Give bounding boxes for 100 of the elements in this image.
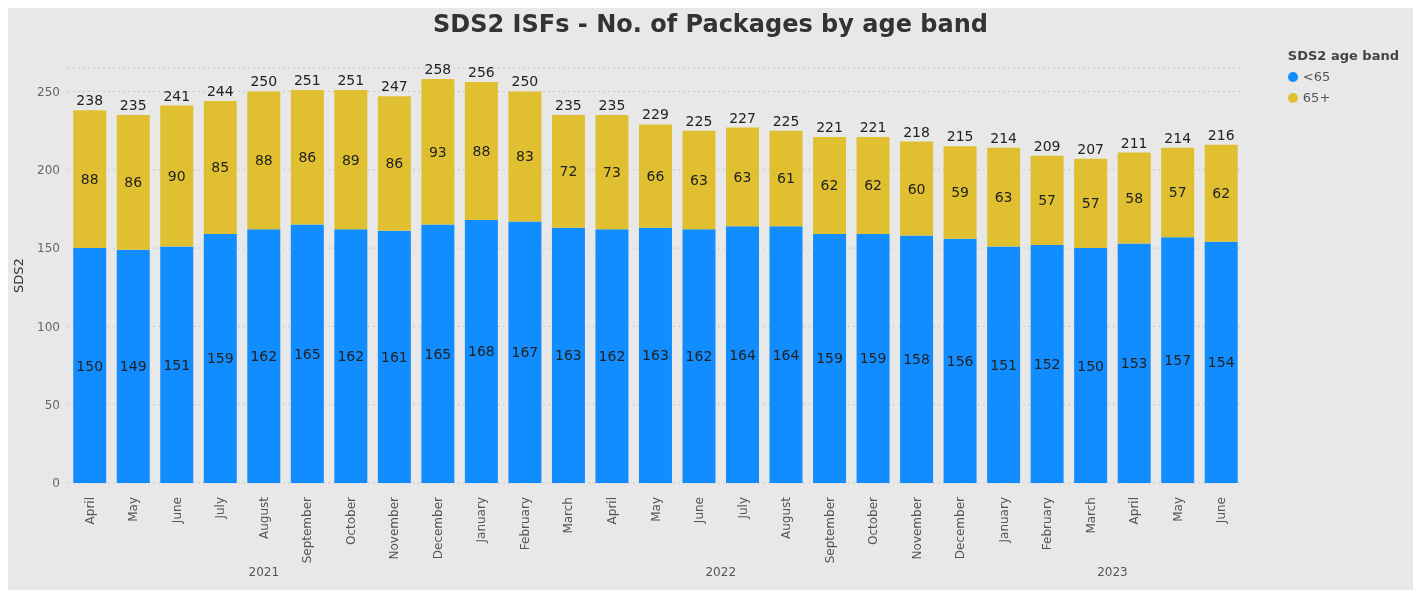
bar [377,230,411,483]
x-tick-label: September [300,496,315,564]
x-tick-label: June [1214,497,1229,525]
bar [726,226,759,483]
x-tick-label: December [953,496,968,560]
data-label: 63 [994,189,1013,206]
bar [508,91,542,222]
data-label: 163 [642,347,669,364]
x-tick-label: April [82,497,97,525]
x-tick-label: January [996,497,1011,544]
total-label: 227 [729,109,756,126]
total-label: 247 [380,78,408,95]
data-label: 88 [80,171,99,188]
total-label: 215 [946,128,974,145]
x-tick-label: September [822,496,837,564]
x-tick-label: October [866,496,881,546]
data-label: 88 [254,152,273,169]
bar [638,124,672,228]
bar [73,110,107,249]
data-label: 150 [76,357,104,374]
bar [421,224,455,483]
total-label: 251 [293,71,321,88]
bar [116,114,150,250]
legend-title: SDS2 age band [1287,48,1399,63]
data-label: 157 [1164,352,1192,369]
x-tick-label: November [387,496,402,560]
bar [160,246,194,483]
x-tick-label: March [561,497,576,534]
total-label: 256 [468,64,495,81]
x-tick-label: May [648,497,663,522]
data-label: 88 [472,142,491,159]
x-tick-label: August [256,496,271,539]
bar [813,234,847,483]
total-label: 235 [119,96,147,113]
x-tick-label: May [126,497,141,522]
bar [595,114,629,230]
data-label: 86 [385,155,404,172]
text: 2022 [704,565,738,579]
bar [464,219,498,483]
bar [987,147,1021,247]
bar [813,136,847,234]
bar [1074,158,1108,249]
data-label: 162 [598,348,626,365]
bar [1074,248,1108,483]
data-label: 153 [1120,355,1148,372]
bar [769,130,803,227]
x-tick-label: June [169,497,184,525]
x-tick-label: June [692,497,707,525]
data-label: 62 [1212,185,1231,202]
bar [464,82,498,220]
data-label: 57 [1038,192,1057,209]
data-label: 58 [1125,189,1144,206]
legend-label: 65+ [1301,90,1332,105]
bar [290,224,324,483]
data-label: 168 [468,343,495,360]
bar [551,114,585,228]
data-label: 60 [907,180,926,197]
bar [508,221,542,483]
total-label: 225 [685,112,713,129]
bar [900,235,934,483]
bar [73,248,107,483]
total-label: 214 [1164,129,1192,146]
data-label: 73 [603,164,621,181]
data-label: 89 [341,151,360,168]
total-label: 216 [1207,126,1235,143]
data-label: 165 [293,345,321,362]
y-tick-label: 200 [37,163,60,178]
data-label: 57 [1081,195,1100,212]
total-label: 218 [903,123,930,140]
total-label: 211 [1120,134,1148,151]
y-tick-label: 250 [37,84,60,99]
data-label: 159 [206,350,234,367]
total-label: 250 [511,73,539,90]
bar [769,226,803,483]
data-label: 61 [777,170,795,187]
data-label: 154 [1207,354,1235,371]
bar [1161,237,1195,483]
bar [1117,243,1151,483]
bar [943,146,977,239]
bar [1030,155,1064,245]
data-label: 162 [337,348,365,365]
legend-label: <65 [1301,69,1332,84]
data-label: 59 [951,184,970,201]
data-label: 158 [903,351,930,368]
bar [247,229,281,483]
bar [290,89,324,225]
data-label: 151 [163,356,191,373]
bar [377,96,411,231]
x-tick-label: February [517,497,532,551]
data-label: 86 [124,174,143,191]
data-label: 161 [380,348,408,365]
data-label: 163 [555,347,582,364]
bar [421,78,455,225]
bar [1030,244,1064,483]
bar [551,227,585,483]
total-label: 235 [598,96,626,113]
data-label: 62 [820,177,839,194]
text: 2023 [1096,565,1129,579]
bar [682,229,716,483]
bar [900,141,934,236]
